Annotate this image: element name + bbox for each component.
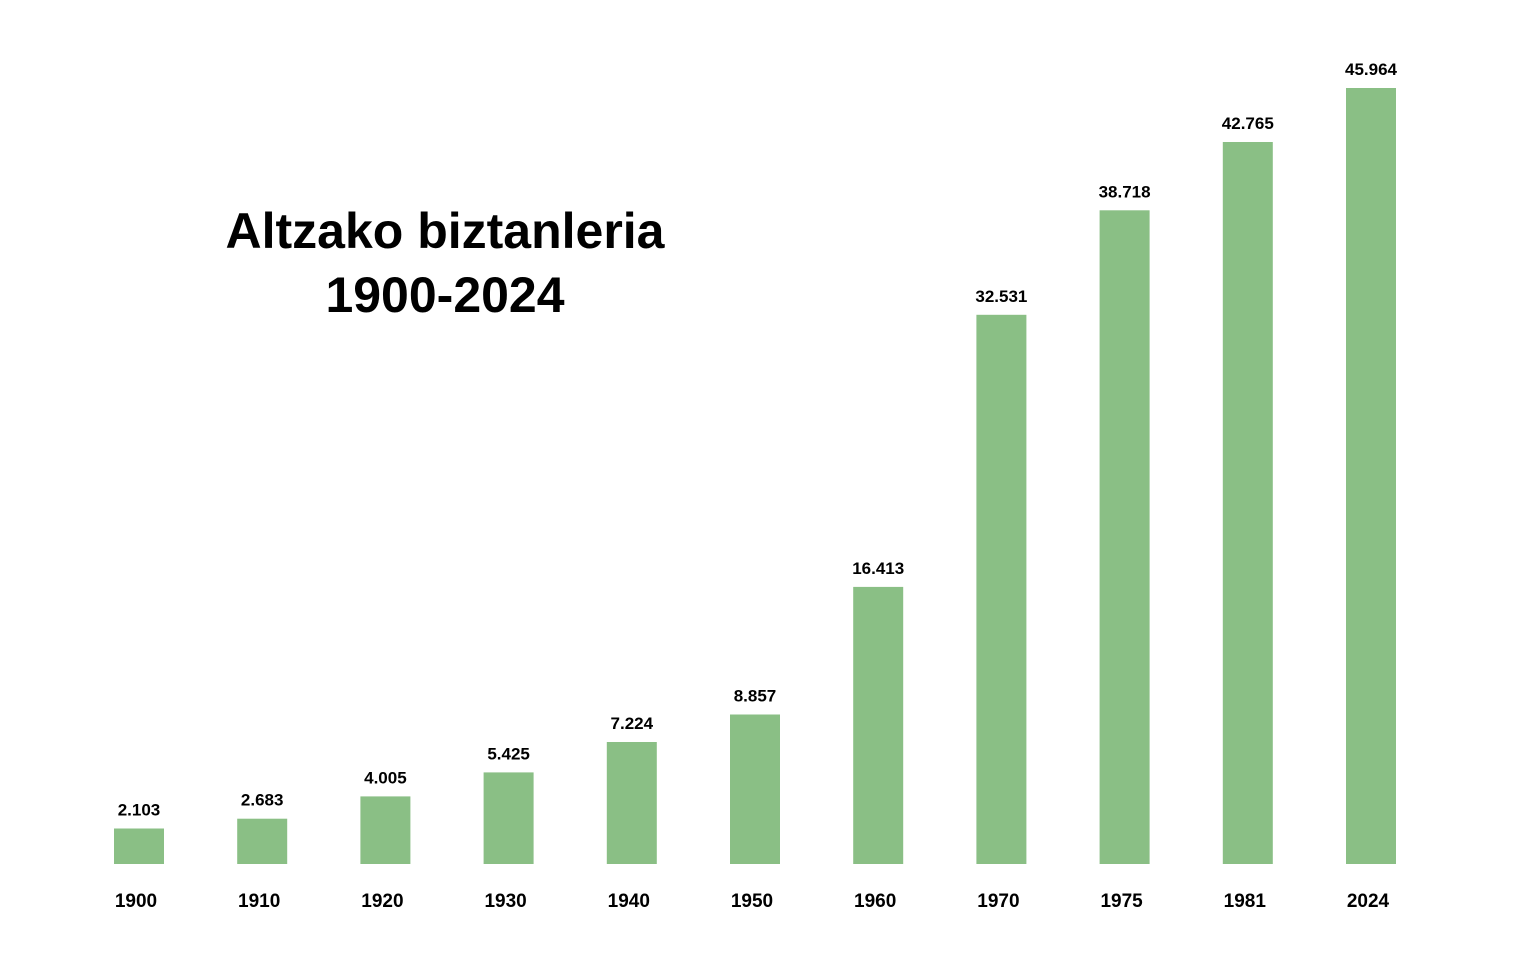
- data-label-1975: 38.718: [1099, 182, 1151, 201]
- data-label-1960: 16.413: [852, 559, 904, 578]
- bars: [114, 88, 1396, 865]
- x-tick-1981: 1981: [1224, 891, 1267, 912]
- x-axis-tick-labels: 1900 1910 1920 1930 1940 1950 1960 1970 1975 1981…: [115, 891, 1390, 912]
- data-label-1900: 2.103: [118, 801, 161, 820]
- x-tick-1920: 1920: [361, 891, 403, 912]
- data-label-2024: 45.964: [1345, 60, 1398, 79]
- bar-1910: [237, 818, 288, 864]
- x-tick-1950: 1950: [731, 891, 773, 912]
- bar-1900: [114, 828, 164, 864]
- data-label-1910: 2.683: [241, 791, 284, 810]
- bar-1960: [853, 586, 904, 864]
- bar-1940: [606, 742, 657, 864]
- x-tick-2024: 2024: [1347, 891, 1390, 912]
- data-label-1940: 7.224: [611, 714, 654, 733]
- x-tick-1930: 1930: [484, 891, 526, 912]
- data-label-1970: 32.531: [975, 287, 1027, 306]
- x-tick-1960: 1960: [854, 891, 896, 912]
- x-tick-1900: 1900: [115, 891, 157, 912]
- bar-1930: [483, 772, 534, 864]
- bar-1975: [1099, 210, 1150, 865]
- bar-1920: [360, 796, 411, 864]
- chart-title: Altzako biztanleria: [226, 203, 666, 259]
- data-label-1930: 5.425: [487, 744, 530, 763]
- data-label-1950: 8.857: [734, 687, 777, 706]
- bar-1970: [976, 314, 1027, 864]
- chart-subtitle: 1900-2024: [325, 267, 564, 323]
- x-tick-1970: 1970: [977, 891, 1019, 912]
- bar-1981: [1222, 142, 1273, 864]
- data-label-1920: 4.005: [364, 768, 407, 787]
- data-labels: 2.103 2.683 4.005 5.425 7.224 8.857 16.413 32.5…: [118, 60, 1398, 820]
- x-tick-1910: 1910: [238, 891, 280, 912]
- data-label-1981: 42.765: [1222, 114, 1274, 133]
- bar-1950: [730, 714, 780, 864]
- x-tick-1940: 1940: [608, 891, 650, 912]
- x-tick-1975: 1975: [1100, 891, 1143, 912]
- bar-2024: [1346, 88, 1396, 864]
